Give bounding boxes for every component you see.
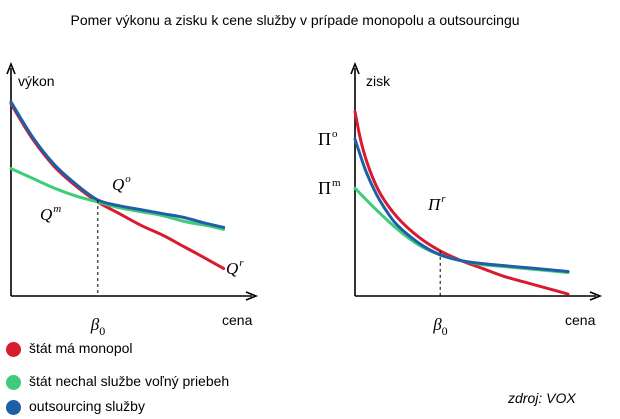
curve-label-monopoly: Qr (226, 257, 244, 278)
curve-label-free-sup: m (53, 203, 61, 215)
y-axis-arrow (6, 61, 16, 75)
y-tick-label-2-sup: m (332, 177, 341, 189)
x-axis-arrow (245, 291, 259, 301)
curve-label-outsourcing: Qo (112, 173, 131, 194)
x-tick-label-base: β (432, 315, 442, 334)
curve-label-free: Qm (40, 203, 61, 224)
legend-label-free: štát nechal službe voľný priebeh (29, 373, 230, 389)
curve-label-monopoly: Πr (427, 193, 446, 214)
curve-label-monopoly-base: Q (226, 259, 238, 278)
x-axis-label: cena (565, 312, 596, 328)
x-tick-label-sub: 0 (99, 324, 105, 338)
x-axis-arrow (589, 291, 603, 301)
source-note: zdroj: VOX (508, 390, 576, 406)
y-axis-label: zisk (366, 73, 391, 89)
series-line-outsourcing (353, 137, 570, 273)
x-tick-label: β0 (90, 315, 105, 338)
y-tick-label-2: Πm (318, 177, 341, 198)
legend-label-outsourcing: outsourcing služby (29, 398, 145, 414)
series-line-monopoly (353, 110, 570, 296)
series-line-outsourcing (9, 100, 226, 229)
y-tick-label-1-base: Π (318, 129, 331, 149)
chart-title: Pomer výkonu a zisku k cene služby v prí… (70, 12, 520, 28)
curve-label-monopoly-sup: r (239, 257, 244, 269)
legend-marker-free (6, 375, 21, 390)
legend-marker-monopoly (6, 342, 21, 357)
curve-label-free-base: Q (40, 205, 52, 224)
x-tick-label: β0 (432, 315, 447, 338)
y-axis-label: výkon (18, 73, 55, 89)
legend-marker-outsourcing (6, 400, 21, 415)
x-axis-label: cena (222, 312, 253, 328)
series-line-free (9, 167, 226, 231)
y-tick-label-1-sup: o (332, 128, 338, 140)
curve-label-outsourcing-sup: o (125, 173, 131, 185)
curve-label-outsourcing-base: Q (112, 175, 124, 194)
curve-label-monopoly-sup: r (441, 193, 446, 205)
y-tick-label-2-base: Π (318, 178, 331, 198)
y-axis-arrow (350, 61, 360, 75)
x-tick-label-sub: 0 (442, 324, 448, 338)
legend-label-monopoly: štát má monopol (29, 340, 133, 356)
y-tick-label-1: Πo (318, 128, 338, 149)
x-tick-label-base: β (90, 315, 100, 334)
curve-label-monopoly-base: Π (427, 195, 442, 214)
